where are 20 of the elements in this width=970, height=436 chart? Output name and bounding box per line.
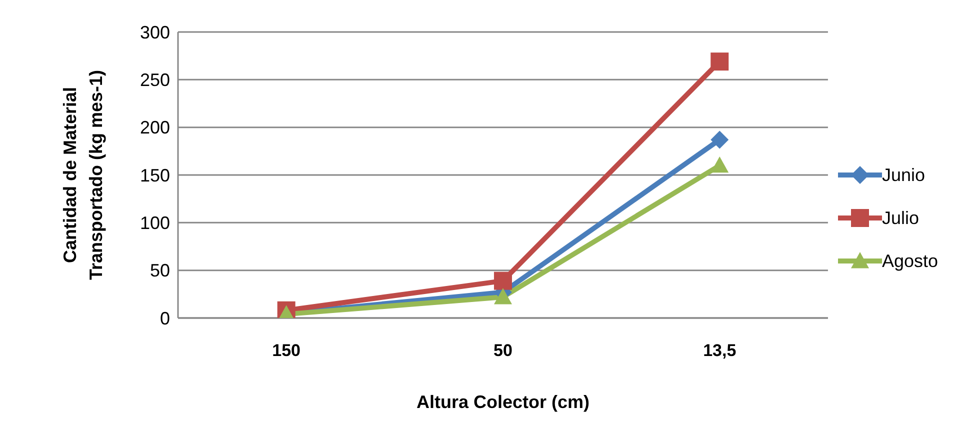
point [494, 272, 512, 290]
y-tick-label: 100 [140, 213, 170, 234]
point [710, 156, 729, 173]
legend-label: Julio [882, 208, 919, 228]
legend-label: Agosto [882, 250, 938, 272]
y-tick-label: 200 [140, 118, 170, 138]
y-tick-label: 250 [140, 70, 170, 90]
x-tick-label: 13,5 [703, 341, 736, 360]
x-axis-title: Altura Colector (cm) [416, 392, 590, 412]
point [494, 288, 512, 304]
x-tick-label: 150 [272, 341, 301, 360]
x-tick-label: 50 [494, 341, 512, 360]
y-tick-label: 300 [140, 22, 170, 42]
legend-label: Junio [882, 164, 925, 186]
point [710, 130, 729, 149]
y-axis-title: Cantidad de Material Transportado (kg mes-1) [60, 70, 106, 280]
y-tick-label: 0 [160, 308, 170, 328]
point [710, 52, 729, 71]
y-tick-label: 50 [150, 260, 170, 281]
y-tick-label: 150 [140, 165, 170, 186]
